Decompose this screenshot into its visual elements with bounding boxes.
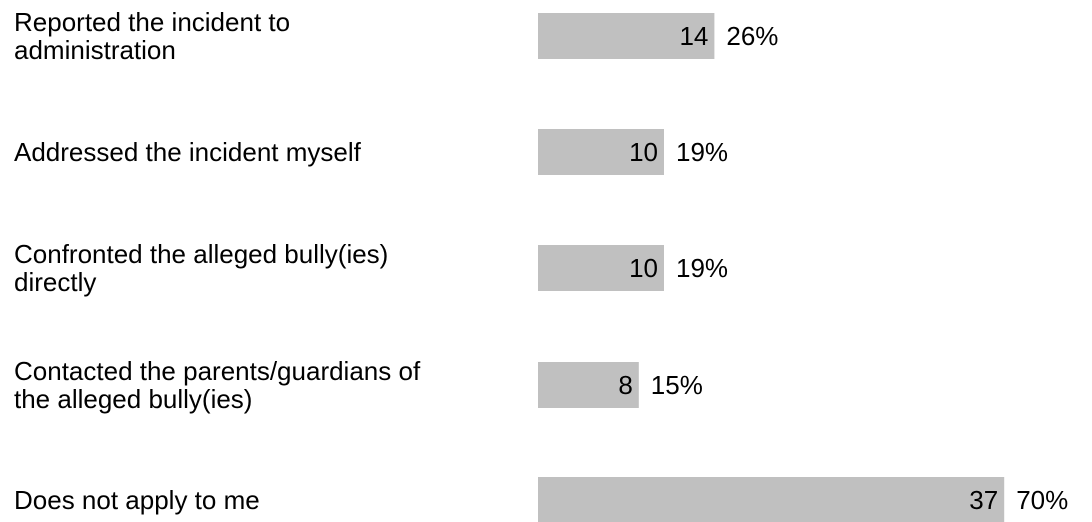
- bar-0: [538, 13, 715, 59]
- category-label-2-line-1: directly: [14, 267, 96, 297]
- category-label-4: Does not apply to me: [14, 485, 260, 515]
- bar-count-label-4: 37: [969, 485, 998, 515]
- category-label-0-line-0: Reported the incident to: [14, 7, 290, 37]
- category-label-0: Reported the incident to administration: [14, 7, 290, 65]
- bar-4: [538, 477, 1005, 522]
- bar-3: [538, 362, 639, 408]
- category-label-1: Addressed the incident myself: [14, 137, 362, 167]
- bar-2: [538, 245, 664, 291]
- bar-count-label-1: 10: [629, 137, 658, 167]
- bar-percent-label-4: 70%: [1016, 485, 1068, 515]
- bar-count-label-0: 14: [679, 21, 708, 51]
- category-label-3-line-0: Contacted the parents/guardians of: [14, 356, 421, 386]
- category-label-1-line-0: Addressed the incident myself: [14, 137, 362, 167]
- bar-percent-label-0: 26%: [726, 21, 778, 51]
- bar-percent-label-1: 19%: [676, 137, 728, 167]
- category-label-3: Contacted the parents/guardians of the al…: [14, 356, 421, 414]
- category-label-2: Confronted the alleged bully(ies) directl…: [14, 239, 388, 297]
- bar-count-label-2: 10: [629, 253, 658, 283]
- bar-percent-label-3: 15%: [651, 370, 703, 400]
- category-label-0-line-1: administration: [14, 35, 176, 65]
- bar-percent-label-2: 19%: [676, 253, 728, 283]
- bar-count-label-3: 8: [618, 370, 632, 400]
- category-label-2-line-0: Confronted the alleged bully(ies): [14, 239, 388, 269]
- bar-1: [538, 129, 664, 175]
- category-label-4-line-0: Does not apply to me: [14, 485, 260, 515]
- category-label-3-line-1: the alleged bully(ies): [14, 384, 252, 414]
